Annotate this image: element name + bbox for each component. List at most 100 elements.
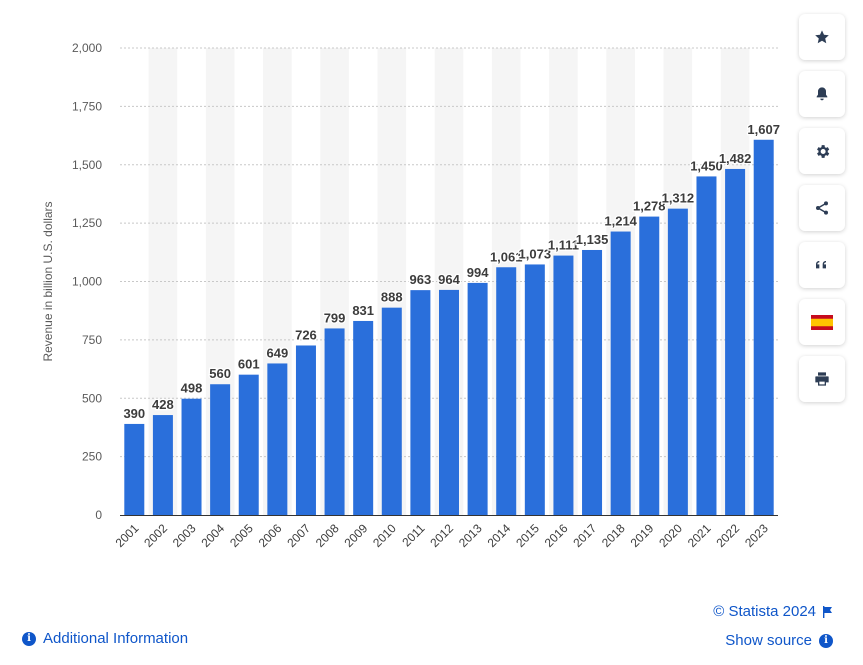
x-tick-label: 2021 [685,521,714,550]
bar-value-label: 1,278 [633,199,666,214]
bar-value-label: 649 [266,345,288,360]
printer-icon [815,372,829,386]
print-button[interactable] [799,356,845,402]
bar-value-label: 964 [438,272,460,287]
x-tick-label: 2022 [713,521,742,550]
star-button[interactable] [799,14,845,60]
cite-button[interactable] [799,242,845,288]
side-toolbar [799,14,847,413]
bar-value-label: 1,450 [690,158,723,173]
bar[interactable] [267,363,288,515]
bar-value-label: 560 [209,366,231,381]
bar[interactable] [295,345,316,515]
y-axis-ticks: 0 250 500 750 1,000 1,250 1,500 1,750 2,000 [72,41,102,522]
show-source-label: Show source [725,632,812,649]
bar[interactable] [410,290,431,515]
y-tick-label: 0 [95,508,102,522]
bar[interactable] [210,384,231,515]
bar-value-label: 1,135 [576,232,609,247]
x-tick-label: 2012 [427,521,456,550]
bar-value-label: 1,073 [519,246,552,261]
star-icon [815,30,829,44]
bar[interactable] [524,264,545,515]
bar-value-label: 498 [181,381,203,396]
bell-icon [816,87,828,101]
bar-value-label: 1,061 [490,249,523,264]
bar[interactable] [124,423,145,515]
x-tick-label: 2018 [599,521,628,550]
y-tick-label: 1,500 [72,158,102,172]
bar-value-label: 1,214 [604,214,637,229]
x-axis-ticks: 2001 2002 2003 2004 2005 2006 2007 2008 2009 2010… [113,521,771,550]
bar[interactable] [353,320,374,515]
bar-value-label: 831 [352,303,374,318]
bar-value-label: 888 [381,290,403,305]
y-tick-label: 500 [82,391,102,405]
bars [124,139,774,516]
y-axis-title: Revenue in billion U.S. dollars [41,201,55,361]
settings-button[interactable] [799,128,845,174]
y-tick-label: 1,750 [72,99,102,113]
notification-button[interactable] [799,71,845,117]
bar-value-label: 390 [123,406,145,421]
x-tick-label: 2023 [742,521,771,550]
x-tick-label: 2004 [198,521,227,550]
bar[interactable] [725,168,746,515]
bar[interactable] [381,307,402,515]
bar[interactable] [152,415,173,515]
x-tick-label: 2007 [284,521,313,550]
language-button[interactable] [799,299,845,345]
show-source-link[interactable]: Show source i [725,632,833,649]
bar[interactable] [324,328,345,515]
x-tick-label: 2005 [227,521,256,550]
spain-flag-icon [811,314,833,330]
bar-value-label: 726 [295,327,317,342]
x-tick-label: 2020 [656,521,685,550]
bar[interactable] [610,231,631,515]
bar-value-label: 994 [467,265,489,280]
x-tick-label: 2019 [628,521,657,550]
bar-value-label: 1,111 [548,238,579,253]
bar-value-label: 428 [152,397,174,412]
bar[interactable] [696,176,717,516]
x-tick-label: 2002 [141,521,170,550]
x-tick-label: 2010 [370,521,399,550]
info-icon: i [22,631,36,646]
bar[interactable] [553,255,574,516]
quote-icon [816,261,826,269]
share-button[interactable] [799,185,845,231]
bar-value-label: 1,607 [747,122,780,137]
bar[interactable] [238,374,259,515]
bar-value-label: 1,482 [719,151,752,166]
bar[interactable] [496,267,517,515]
x-tick-label: 2001 [113,521,142,550]
bar[interactable] [582,249,603,516]
bar[interactable] [467,282,488,515]
bar[interactable] [439,289,459,515]
bar[interactable] [639,216,660,515]
x-tick-label: 2003 [170,521,199,550]
bar[interactable] [181,398,202,515]
y-tick-label: 250 [82,450,102,464]
additional-information-label: Additional Information [43,630,189,647]
x-tick-label: 2011 [399,521,427,549]
bar-value-label: 1,312 [662,191,695,206]
share-icon [816,201,828,215]
x-tick-label: 2009 [342,521,371,550]
x-tick-label: 2014 [485,521,514,550]
x-tick-label: 2006 [256,521,285,550]
gear-icon [816,144,829,158]
y-tick-label: 2,000 [72,41,102,55]
y-tick-label: 1,000 [72,275,102,289]
bar-value-label: 963 [410,272,432,287]
x-tick-label: 2016 [542,521,571,550]
x-tick-label: 2013 [456,521,485,550]
copyright-link[interactable]: © Statista 2024 [713,603,833,620]
bar-value-label: 799 [324,310,346,325]
flag-icon [823,605,832,618]
bar-chart: 0 250 500 750 1,000 1,250 1,500 1,750 2,000 390 4… [41,41,781,550]
bar[interactable] [753,139,774,515]
additional-information-link[interactable]: i Additional Information [22,630,188,647]
bar[interactable] [667,208,688,515]
